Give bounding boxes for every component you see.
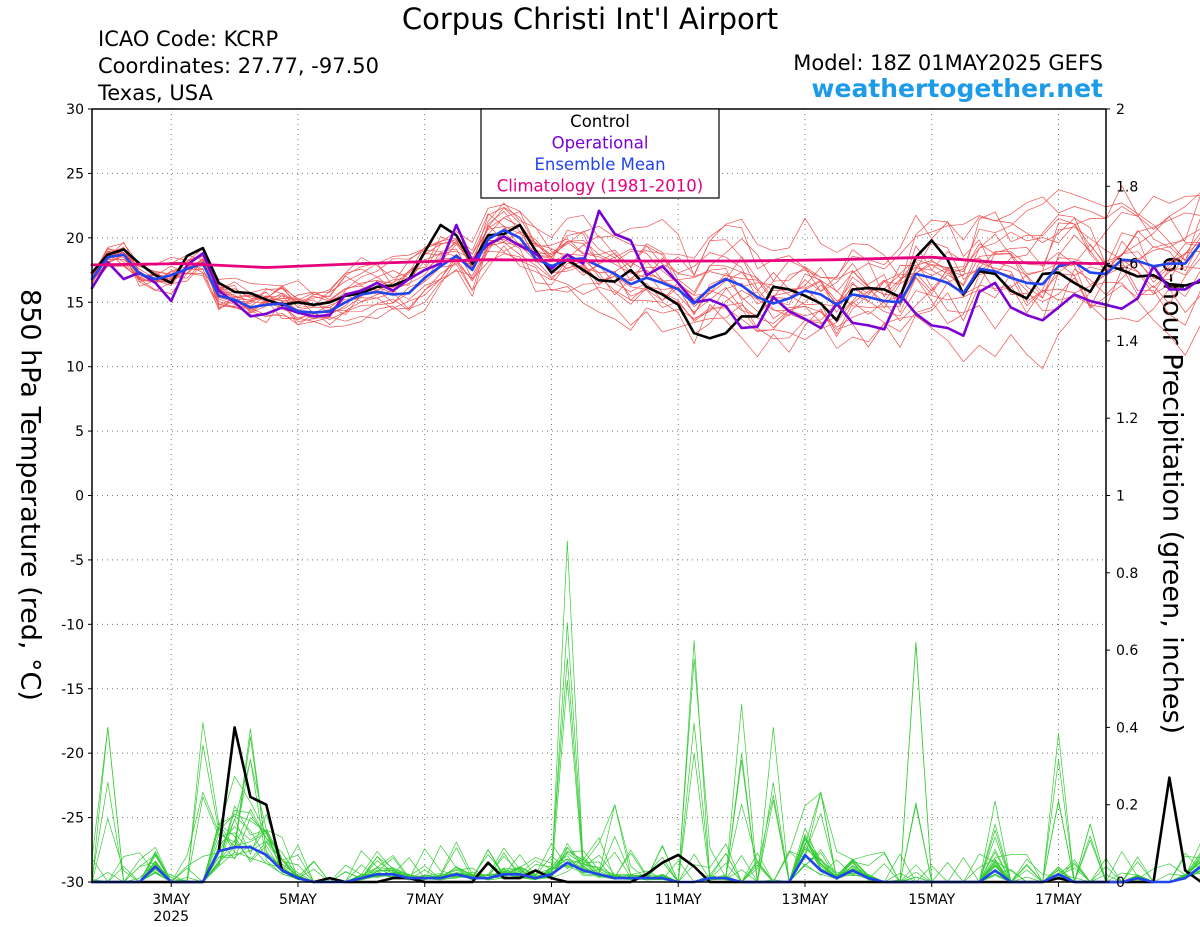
model-run-label: Model: 18Z 01MAY2025 GEFS bbox=[793, 51, 1103, 75]
y-tick-label-right: 2 bbox=[1116, 102, 1125, 118]
region-label: Texas, USA bbox=[98, 81, 213, 105]
climatology-line bbox=[90, 255, 1108, 269]
precip-member-line bbox=[91, 658, 1200, 883]
y-tick-label-right: 1.4 bbox=[1116, 334, 1138, 350]
legend-entry: Operational bbox=[552, 134, 649, 153]
temp-member-line bbox=[91, 189, 1200, 335]
grid-lines bbox=[92, 109, 1106, 882]
icao-code: ICAO Code: KCRP bbox=[98, 27, 279, 51]
legend-entry: Climatology (1981-2010) bbox=[497, 177, 703, 196]
precip-member-line bbox=[91, 722, 1200, 883]
legend: Control Operational Ensemble Mean Climatolo… bbox=[480, 108, 720, 199]
temp-member-line bbox=[91, 232, 1200, 369]
x-tick-label: 15MAY bbox=[908, 892, 955, 908]
operational-temp-line bbox=[90, 209, 1200, 338]
chart-title: Corpus Christi Int'l Airport bbox=[401, 2, 779, 36]
control-temp-line bbox=[90, 223, 1200, 340]
coordinates: Coordinates: 27.77, -97.50 bbox=[98, 54, 379, 78]
site-link[interactable]: weathertogether.net bbox=[811, 74, 1103, 103]
y-tick-label-left: -25 bbox=[61, 811, 84, 827]
precip-member-line bbox=[91, 642, 1200, 883]
y-tick-label-left: -20 bbox=[61, 746, 84, 762]
y-tick-label-right: 1 bbox=[1116, 489, 1125, 505]
precip-member-line bbox=[91, 622, 1200, 883]
temp-member-line bbox=[91, 204, 1200, 317]
y-tick-label-right: 0.4 bbox=[1116, 720, 1138, 736]
precip-member-line bbox=[91, 728, 1200, 883]
x-year-label: 2025 bbox=[153, 909, 189, 925]
y-tick-label-right: 1.2 bbox=[1116, 411, 1138, 427]
temp-member-line bbox=[91, 206, 1200, 356]
y-tick-label-left: -10 bbox=[61, 617, 84, 633]
x-tick-label: 13MAY bbox=[782, 892, 829, 908]
y-tick-label-right: 0.6 bbox=[1116, 643, 1138, 659]
precip-member-line bbox=[91, 640, 1200, 883]
temp-member-line bbox=[91, 211, 1200, 330]
control-precip-line bbox=[90, 726, 1200, 884]
precip-member-line bbox=[91, 727, 1200, 883]
temp-member-line bbox=[91, 217, 1200, 308]
legend-entry: Control bbox=[570, 112, 630, 131]
x-tick-label: 7MAY bbox=[406, 892, 444, 908]
precip-member-line bbox=[91, 760, 1200, 883]
x-tick-label: 3MAY bbox=[152, 892, 190, 908]
precip-member-line bbox=[91, 759, 1200, 883]
temp-member-line bbox=[91, 212, 1200, 320]
x-tick-label: 11MAY bbox=[655, 892, 702, 908]
temp-member-line bbox=[91, 195, 1200, 316]
y-tick-label-right: 0.2 bbox=[1116, 798, 1138, 814]
temp-member-line bbox=[91, 211, 1200, 335]
temp-member-line bbox=[91, 192, 1200, 312]
ensemble-mean-temp-line bbox=[90, 228, 1200, 314]
y-tick-label-right: 0 bbox=[1116, 875, 1125, 891]
y-tick-label-left: 20 bbox=[66, 231, 84, 247]
precip-member-line bbox=[91, 658, 1200, 883]
precip-member-line bbox=[91, 802, 1200, 883]
y-tick-label-left: -30 bbox=[61, 875, 84, 891]
y-tick-label-right: 1.8 bbox=[1116, 179, 1138, 195]
y-tick-label-left: 25 bbox=[66, 166, 84, 182]
x-tick-label: 17MAY bbox=[1035, 892, 1082, 908]
y-tick-label-left: -5 bbox=[70, 553, 84, 569]
y-tick-label-left: 0 bbox=[75, 489, 84, 505]
legend-entry: Ensemble Mean bbox=[534, 155, 665, 174]
y-tick-label-left: -15 bbox=[61, 682, 84, 698]
y-tick-label-left: 10 bbox=[66, 360, 84, 376]
temp-member-line bbox=[91, 185, 1200, 331]
y-tick-label-right: 1.6 bbox=[1116, 257, 1138, 273]
legend-box bbox=[480, 108, 720, 199]
temp-member-line bbox=[91, 218, 1200, 314]
y-tick-label-left: 15 bbox=[66, 295, 84, 311]
precip-member-line bbox=[91, 781, 1200, 883]
temp-member-line bbox=[91, 211, 1200, 340]
main-series bbox=[90, 209, 1200, 884]
precip-member-line bbox=[91, 540, 1200, 883]
axes: 302520151050-5-10-15-20-25-3021.81.61.41… bbox=[61, 102, 1138, 925]
x-tick-label: 9MAY bbox=[532, 892, 570, 908]
y-tick-label-left: 5 bbox=[75, 424, 84, 440]
x-tick-label: 5MAY bbox=[279, 892, 317, 908]
y-tick-label-right: 0.8 bbox=[1116, 566, 1138, 582]
y-tick-label-left: 30 bbox=[66, 102, 84, 118]
